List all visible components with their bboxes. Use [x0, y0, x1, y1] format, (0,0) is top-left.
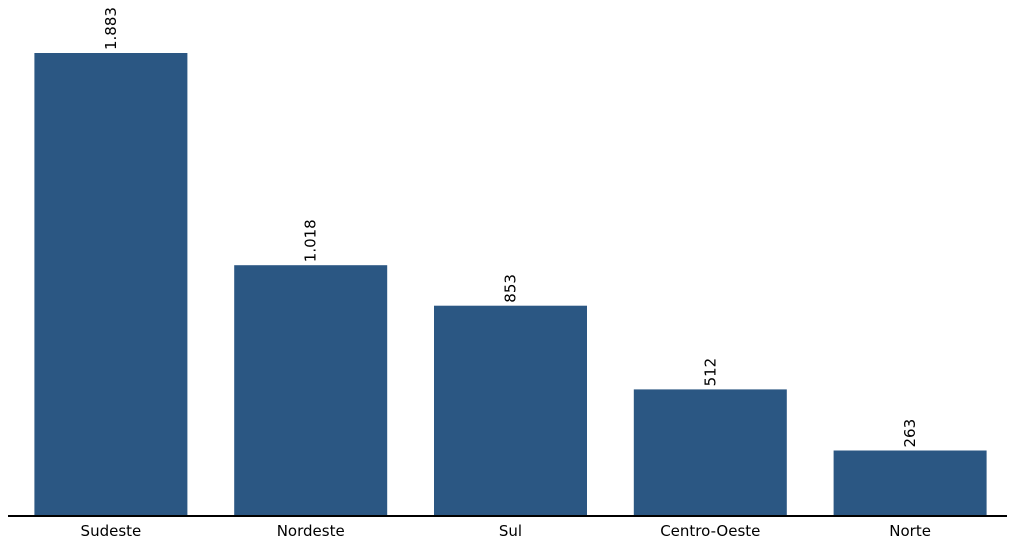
- x-tick-label-norte: Norte: [889, 522, 931, 539]
- x-tick-label-centro-oeste: Centro-Oeste: [660, 522, 760, 539]
- data-label-centro-oeste: 512: [701, 358, 719, 387]
- bars-group: [34, 53, 987, 515]
- bar-nordeste: [234, 265, 388, 515]
- bar-centro-oeste: [633, 389, 787, 515]
- bar-norte: [833, 450, 987, 515]
- x-tick-label-sudeste: Sudeste: [81, 522, 142, 539]
- x-tick-label-sul: Sul: [499, 522, 522, 539]
- bar-sudeste: [34, 53, 188, 515]
- data-label-sudeste: 1.883: [102, 7, 120, 50]
- x-tick-labels-group: Sudeste Nordeste Sul Centro-Oeste Norte: [81, 522, 931, 539]
- data-labels-group: 1.883 1.018 853 512 263: [102, 7, 919, 447]
- bar-sul: [434, 305, 587, 515]
- data-label-sul: 853: [502, 274, 520, 303]
- data-label-nordeste: 1.018: [302, 219, 320, 262]
- data-label-norte: 263: [901, 419, 919, 448]
- x-tick-label-nordeste: Nordeste: [277, 522, 345, 539]
